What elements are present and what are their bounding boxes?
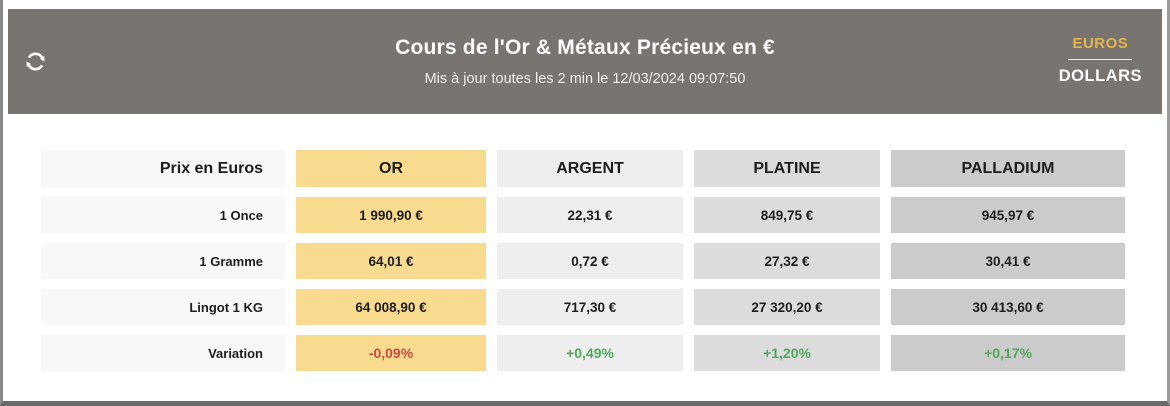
price-cell-argent-gramme: 0,72 € <box>497 243 683 279</box>
price-cell-platine-once: 849,75 € <box>694 197 880 233</box>
price-cell-platine-gramme: 27,32 € <box>694 243 880 279</box>
row-label-gramme: 1 Gramme <box>41 243 285 279</box>
price-table: Prix en Euros OR ARGENT PLATINE PALLADIU… <box>41 150 1125 371</box>
price-cell-or-once: 1 990,90 € <box>296 197 486 233</box>
update-status-text: Mis à jour toutes les 2 min le 12/03/202… <box>424 71 746 87</box>
price-cell-or-gramme: 64,01 € <box>296 243 486 279</box>
currency-option-dollars[interactable]: DOLLARS <box>1058 67 1142 85</box>
row-label-variation: Variation <box>41 335 285 371</box>
currency-toggle: EUROS DOLLARS <box>1059 35 1142 86</box>
column-header-palladium: PALLADIUM <box>891 150 1125 187</box>
refresh-icon <box>24 50 47 73</box>
table-corner-header: Prix en Euros <box>41 150 285 187</box>
column-header-or: OR <box>296 150 486 187</box>
row-label-once: 1 Once <box>41 197 285 233</box>
price-cell-palladium-lingot: 30 413,60 € <box>891 289 1125 325</box>
widget-header: Cours de l'Or & Métaux Précieux en € Mis… <box>8 9 1162 114</box>
price-cell-argent-once: 22,31 € <box>497 197 683 233</box>
variation-cell-argent: +0,49% <box>497 335 683 371</box>
variation-cell-platine: +1,20% <box>694 335 880 371</box>
currency-option-euros[interactable]: EUROS <box>1068 35 1133 60</box>
price-cell-or-lingot: 64 008,90 € <box>296 289 486 325</box>
variation-cell-palladium: +0,17% <box>891 335 1125 371</box>
price-cell-argent-lingot: 717,30 € <box>497 289 683 325</box>
row-label-lingot: Lingot 1 KG <box>41 289 285 325</box>
price-cell-platine-lingot: 27 320,20 € <box>694 289 880 325</box>
page-title: Cours de l'Or & Métaux Précieux en € <box>395 36 775 59</box>
refresh-button[interactable] <box>22 49 48 75</box>
variation-cell-or: -0,09% <box>296 335 486 371</box>
column-header-argent: ARGENT <box>497 150 683 187</box>
column-header-platine: PLATINE <box>694 150 880 187</box>
price-cell-palladium-gramme: 30,41 € <box>891 243 1125 279</box>
price-cell-palladium-once: 945,97 € <box>891 197 1125 233</box>
